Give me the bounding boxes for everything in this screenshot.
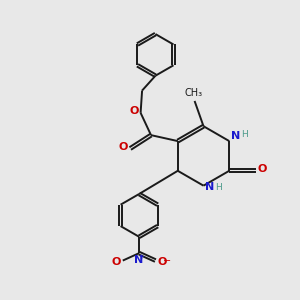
Text: CH₃: CH₃ [184, 88, 202, 98]
Text: O: O [157, 257, 167, 267]
Text: O: O [129, 106, 139, 116]
Text: O: O [258, 164, 267, 174]
Text: H: H [216, 183, 222, 192]
Text: H: H [241, 130, 248, 139]
Text: N: N [134, 255, 144, 265]
Text: N: N [231, 131, 240, 141]
Text: +: + [139, 254, 144, 260]
Text: N: N [206, 182, 215, 192]
Text: O: O [119, 142, 128, 152]
Text: −: − [163, 256, 171, 266]
Text: O: O [112, 257, 121, 267]
